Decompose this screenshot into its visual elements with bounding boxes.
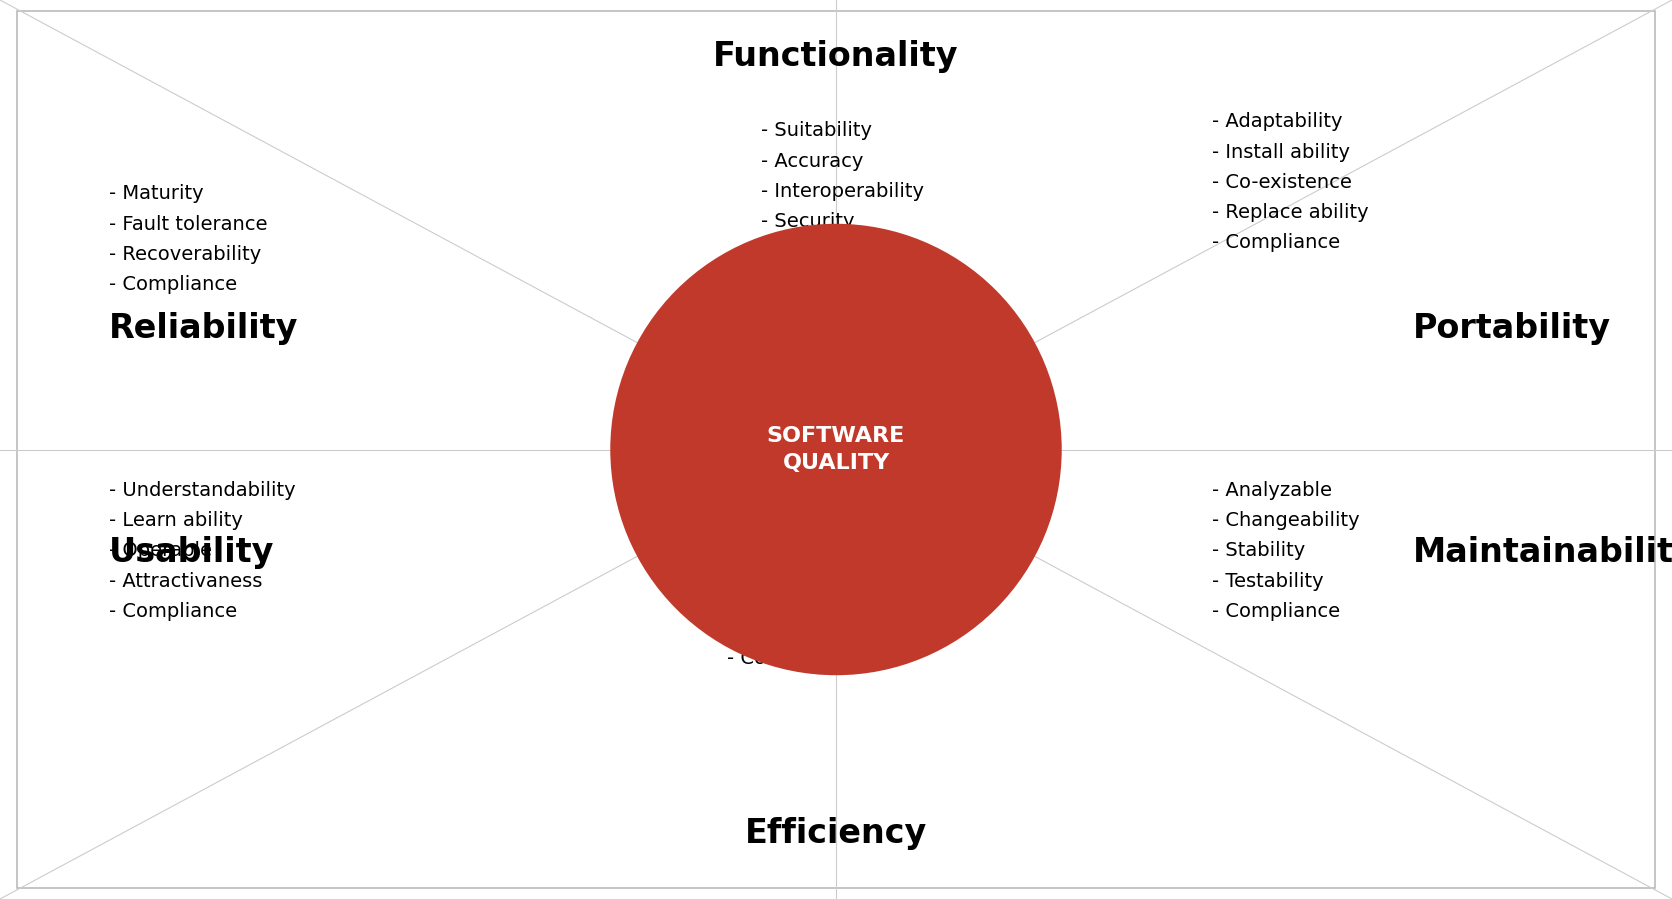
Text: - Maturity
- Fault tolerance
- Recoverability
- Compliance: - Maturity - Fault tolerance - Recoverab… xyxy=(109,184,268,294)
Text: Functionality: Functionality xyxy=(714,40,958,74)
Text: - Understandability
- Learn ability
- Operable
- Attractivaness
- Compliance: - Understandability - Learn ability - Op… xyxy=(109,481,296,621)
Text: Reliability: Reliability xyxy=(109,312,298,344)
Text: SOFTWARE
QUALITY: SOFTWARE QUALITY xyxy=(767,426,905,473)
Text: - Time behavior
- Resource utilization
- Compliance: - Time behavior - Resource utilization -… xyxy=(727,589,933,668)
Text: - Suitability
- Accuracy
- Interoperability
- Security
- Compliance: - Suitability - Accuracy - Interoperabil… xyxy=(761,121,923,262)
Text: - Analyzable
- Changeability
- Stability
- Testability
- Compliance: - Analyzable - Changeability - Stability… xyxy=(1212,481,1359,621)
Text: Portability: Portability xyxy=(1413,312,1610,344)
Text: Usability: Usability xyxy=(109,537,274,569)
Text: Maintainability: Maintainability xyxy=(1413,537,1672,569)
Text: - Adaptability
- Install ability
- Co-existence
- Replace ability
- Compliance: - Adaptability - Install ability - Co-ex… xyxy=(1212,112,1369,253)
Text: Efficiency: Efficiency xyxy=(744,816,928,850)
Ellipse shape xyxy=(610,224,1062,675)
